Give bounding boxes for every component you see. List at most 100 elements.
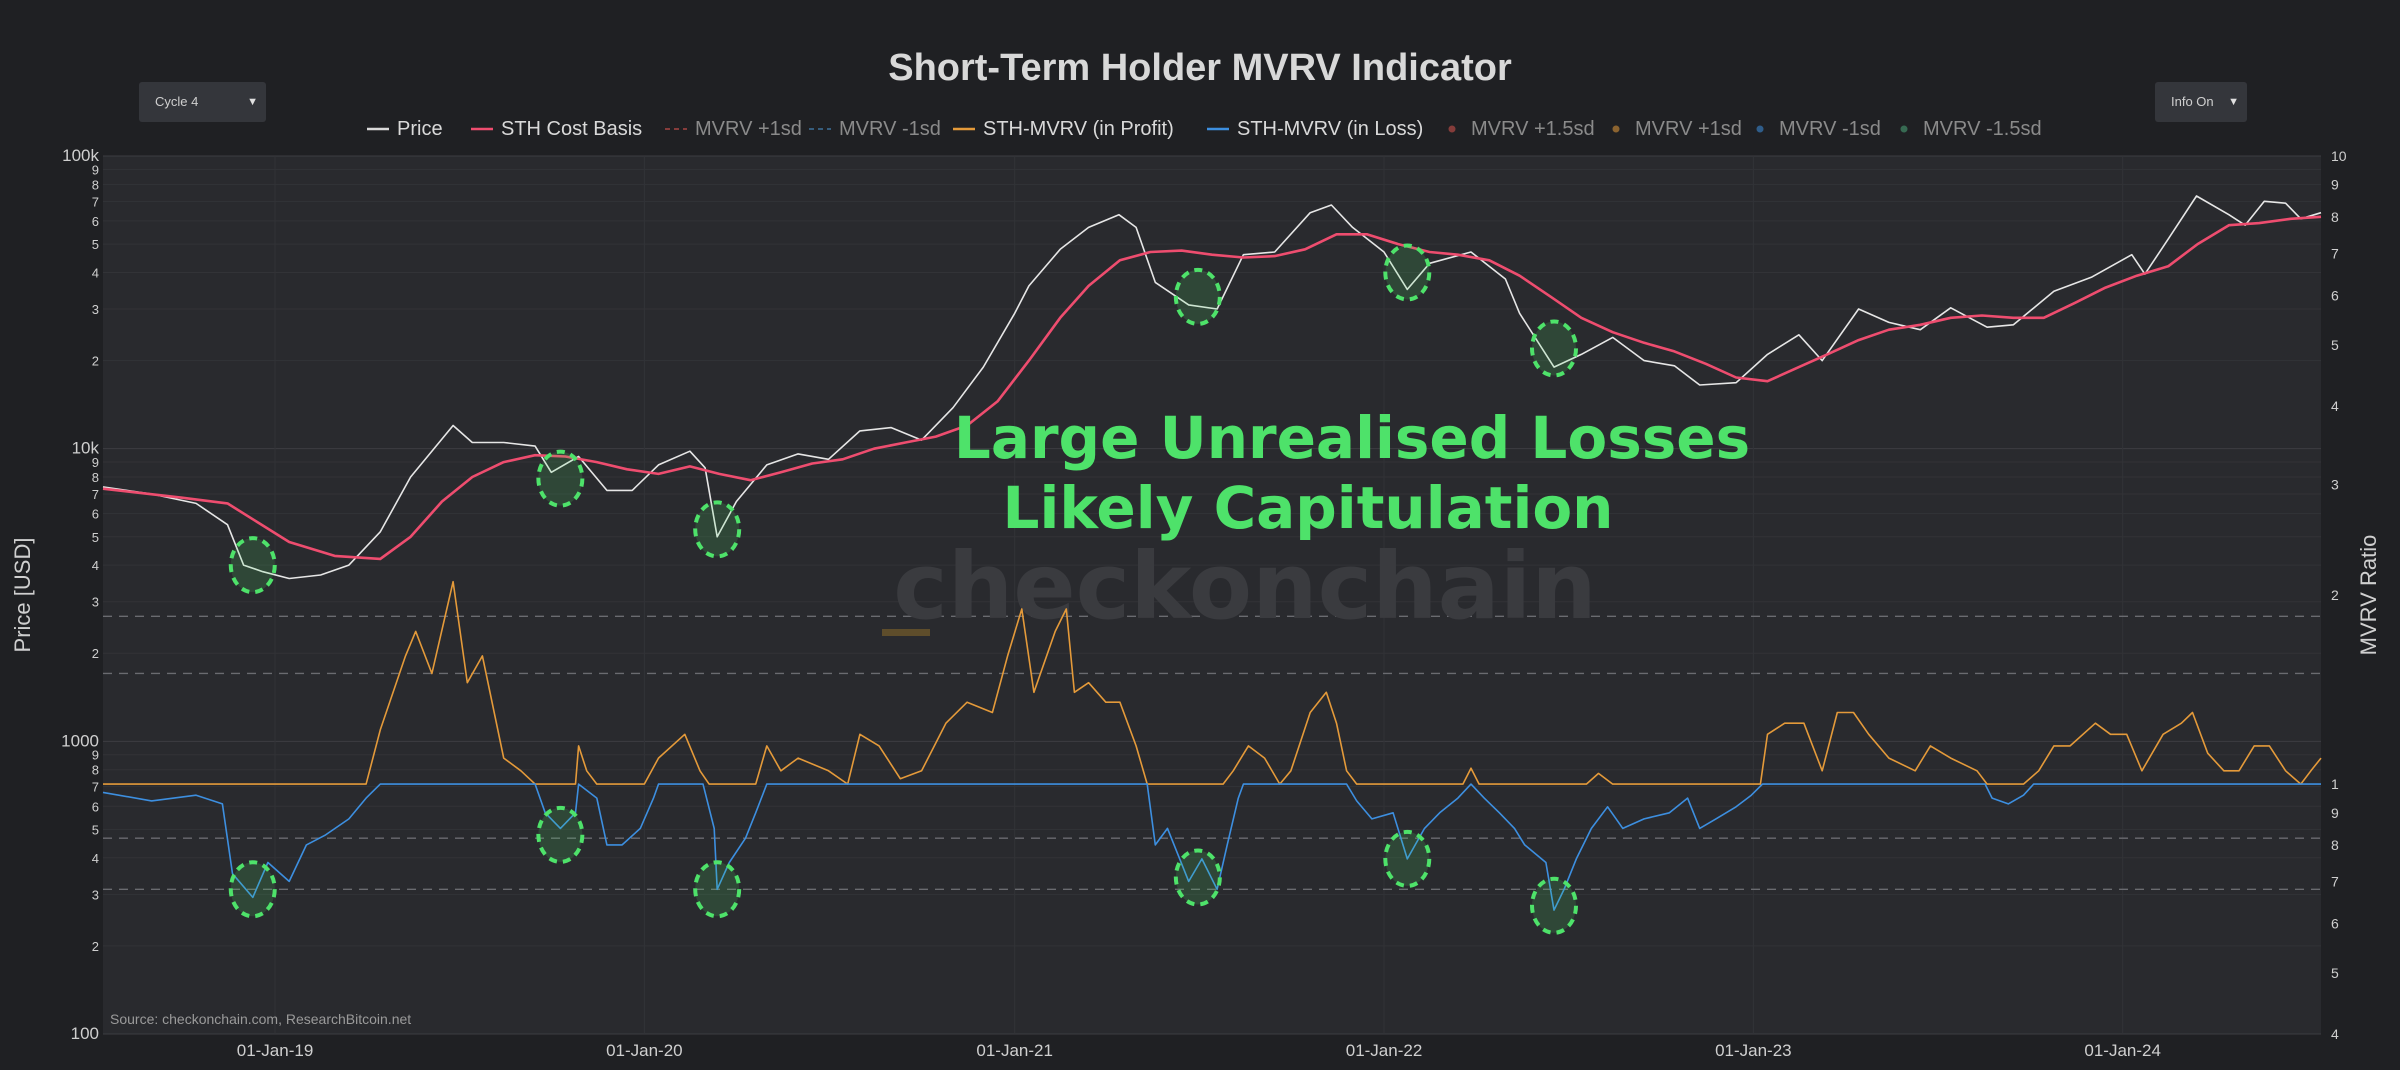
highlight-circle xyxy=(1383,829,1432,888)
left-tick-label: 4 xyxy=(92,265,99,280)
left-tick-label: 4 xyxy=(92,851,99,866)
highlight-layer xyxy=(228,243,1579,935)
y-right-axis-label: MVRV Ratio xyxy=(2356,535,2381,656)
right-tick-label: 8 xyxy=(2331,209,2339,225)
legend-item-label: Price xyxy=(397,118,443,140)
left-tick-label: 8 xyxy=(92,470,99,485)
left-tick-label: 9 xyxy=(92,162,99,177)
series-line-sth-mvrv-in-profit xyxy=(103,580,2322,785)
highlight-circle xyxy=(536,805,585,864)
right-tick-label: 4 xyxy=(2331,398,2339,414)
left-tick-label: 10k xyxy=(72,439,100,458)
legend-item-label: STH Cost Basis xyxy=(501,118,642,140)
left-tick-label: 7 xyxy=(92,194,99,209)
chevron-down-icon: ▼ xyxy=(247,96,258,108)
highlight-circle xyxy=(228,860,277,919)
left-tick-label: 9 xyxy=(92,748,99,763)
highlight-circle xyxy=(693,500,742,559)
left-tick-label: 5 xyxy=(92,530,99,545)
x-tick-label: 01-Jan-21 xyxy=(976,1041,1053,1060)
x-tick-label: 01-Jan-20 xyxy=(606,1041,683,1060)
highlight-circle xyxy=(228,536,277,595)
left-tick-label: 6 xyxy=(92,214,99,229)
legend-item-label: MVRV +1sd xyxy=(695,118,802,140)
left-tick-label: 5 xyxy=(92,237,99,252)
highlight-circle xyxy=(536,449,585,508)
highlight-circle xyxy=(1530,319,1579,378)
legend-item-label: STH-MVRV (in Profit) xyxy=(983,118,1174,140)
x-axis-ticks: 01-Jan-19 01-Jan-20 01-Jan-21 01-Jan-22 01-J… xyxy=(237,1041,2161,1060)
left-tick-label: 6 xyxy=(92,799,99,814)
highlight-circle xyxy=(1383,243,1432,302)
left-tick-label: 2 xyxy=(92,646,99,661)
series-line-price xyxy=(102,195,2322,580)
right-tick-label: 8 xyxy=(2331,837,2339,853)
right-tick-label: 5 xyxy=(2331,337,2339,353)
right-tick-label: 3 xyxy=(2331,476,2339,492)
legend-item-label: MVRV +1.5sd xyxy=(1471,118,1595,140)
legend-swatch xyxy=(1448,125,1456,133)
right-tick-label: 9 xyxy=(2331,805,2339,821)
left-tick-label: 2 xyxy=(92,354,99,369)
legend-item-label: STH-MVRV (in Loss) xyxy=(1237,118,1423,140)
left-tick-label: 5 xyxy=(92,822,99,837)
x-tick-label: 01-Jan-23 xyxy=(1715,1041,1792,1060)
cycle-select-value: Cycle 4 xyxy=(155,94,199,109)
chevron-down-icon: ▼ xyxy=(2228,96,2239,108)
right-tick-label: 9 xyxy=(2331,177,2339,193)
left-tick-label: 4 xyxy=(92,558,99,573)
right-tick-label: 5 xyxy=(2331,965,2339,981)
watermark: checkonchain xyxy=(893,533,1597,640)
annotation-line-2: Likely Capitulation xyxy=(1003,474,1614,542)
y-left-axis-label: Price [USD] xyxy=(10,538,35,653)
legend-item-label: MVRV -1sd xyxy=(839,118,941,140)
cycle-select[interactable]: Cycle 4 ▼ xyxy=(139,82,266,122)
left-tick-label: 8 xyxy=(92,177,99,192)
grid xyxy=(103,155,2321,1035)
right-tick-label: 1 xyxy=(2331,776,2339,792)
right-tick-label: 2 xyxy=(2331,587,2339,603)
info-select-value: Info On xyxy=(2171,94,2214,109)
left-tick-label: 1000 xyxy=(61,731,99,750)
annotation-line-1: Large Unrealised Losses xyxy=(954,404,1750,472)
series-line-sth-mvrv-in-loss xyxy=(102,783,2321,911)
left-tick-label: 100 xyxy=(71,1024,99,1043)
right-tick-label: 7 xyxy=(2331,245,2339,261)
left-tick-label: 3 xyxy=(92,887,99,902)
highlight-circle xyxy=(693,860,742,919)
right-tick-label: 10 xyxy=(2331,148,2347,164)
left-tick-label: 7 xyxy=(92,780,99,795)
left-tick-label: 7 xyxy=(92,487,99,502)
source-note: Source: checkonchain.com, ResearchBitcoi… xyxy=(110,1011,411,1027)
watermark-mark xyxy=(882,629,930,636)
left-tick-label: 100k xyxy=(62,146,99,165)
left-tick-label: 3 xyxy=(92,302,99,317)
highlight-circle xyxy=(1530,876,1579,935)
right-tick-label: 6 xyxy=(2331,915,2339,931)
x-tick-label: 01-Jan-24 xyxy=(2084,1041,2161,1060)
legend-swatch xyxy=(1900,125,1908,133)
left-tick-label: 2 xyxy=(92,939,99,954)
left-tick-label: 3 xyxy=(92,595,99,610)
legend-item-label: MVRV -1.5sd xyxy=(1923,118,2042,140)
right-tick-label: 4 xyxy=(2331,1026,2339,1042)
plot-area xyxy=(103,156,2321,1034)
right-axis-ticks: 4 5 6 7 8 9 1 2 3 4 5 6 7 8 9 10 xyxy=(2331,148,2347,1042)
series-layer xyxy=(102,195,2322,911)
right-tick-label: 6 xyxy=(2331,287,2339,303)
left-tick-label: 6 xyxy=(92,507,99,522)
x-tick-label: 01-Jan-22 xyxy=(1346,1041,1423,1060)
info-select[interactable]: Info On ▼ xyxy=(2155,82,2247,122)
left-tick-label: 8 xyxy=(92,763,99,778)
legend: Price STH Cost Basis MVRV +1sd MVRV -1sd STH… xyxy=(367,118,2042,140)
chart-title: Short-Term Holder MVRV Indicator xyxy=(888,47,1512,89)
legend-item-label: MVRV +1sd xyxy=(1635,118,1742,140)
x-tick-label: 01-Jan-19 xyxy=(237,1041,314,1060)
legend-swatch xyxy=(1756,125,1764,133)
legend-swatch xyxy=(1612,125,1620,133)
highlight-circle xyxy=(1173,848,1222,907)
right-tick-label: 7 xyxy=(2331,873,2339,889)
left-tick-label: 9 xyxy=(92,455,99,470)
